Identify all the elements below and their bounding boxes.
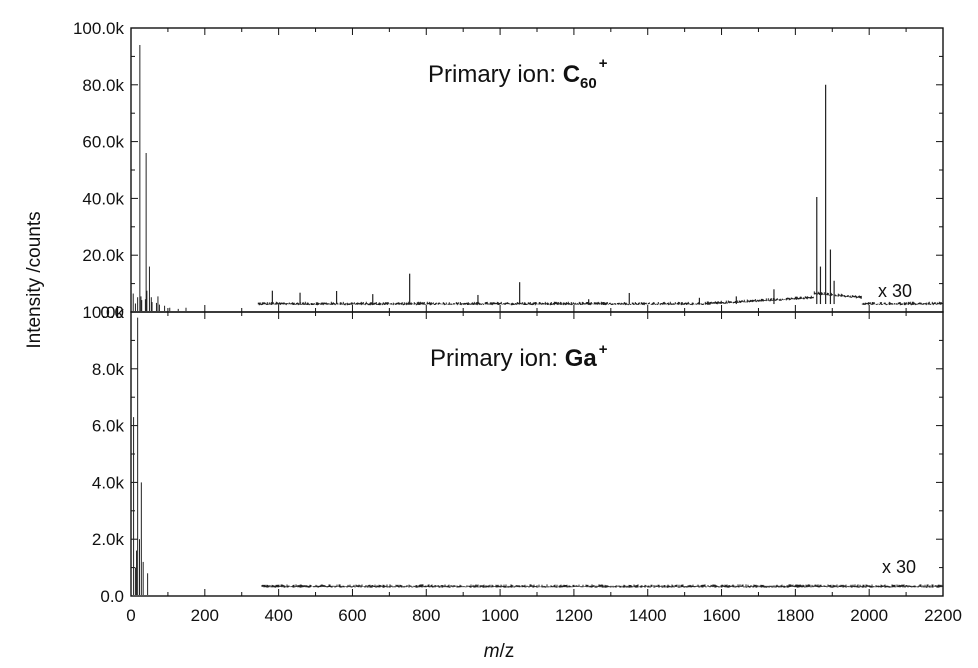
x-tick-label: 400 bbox=[264, 606, 292, 625]
spectrum-baseline bbox=[261, 584, 943, 588]
panel-ga-multiplier: x 30 bbox=[882, 557, 916, 577]
y-tick-label: 8.0k bbox=[92, 360, 125, 379]
panel-c60-multiplier: x 30 bbox=[878, 281, 912, 301]
x-tick-label: 2200 bbox=[924, 606, 962, 625]
x-tick-label: 200 bbox=[191, 606, 219, 625]
panel-ga-title-prefix: Primary ion: bbox=[430, 345, 565, 372]
panel-c60: 0.0 20.0k 40.0k 60.0k 80.0k 100.0k Primary io… bbox=[73, 19, 944, 322]
y-tick-label: 0.0 bbox=[100, 303, 124, 322]
y-tick-label: 6.0k bbox=[92, 417, 125, 436]
y-tick-label: 60.0k bbox=[82, 133, 124, 152]
panel-c60-title-prefix: Primary ion: bbox=[428, 61, 563, 88]
x-tick-label: 2000 bbox=[850, 606, 888, 625]
panel-ga-y-tick-labels: 0.0 2.0k 4.0k 6.0k 8.0k 10.0k bbox=[82, 303, 124, 606]
y-axis-title: Intensity /counts bbox=[24, 211, 45, 348]
y-tick-label: 100.0k bbox=[73, 19, 125, 38]
panel-c60-title-ion: C bbox=[563, 61, 580, 88]
panel-ga-title-ion-sup: + bbox=[599, 341, 608, 358]
x-tick-label: 800 bbox=[412, 606, 440, 625]
x-axis-title-italic: m bbox=[484, 641, 500, 662]
spectrum-baseline bbox=[257, 291, 943, 306]
y-tick-label: 0.0 bbox=[100, 587, 124, 606]
x-tick-label: 600 bbox=[338, 606, 366, 625]
x-axis-title: m/z bbox=[484, 641, 515, 662]
panel-c60-spectrum bbox=[132, 45, 943, 311]
panel-c60-title-ion-sub: 60 bbox=[580, 75, 597, 92]
x-tick-label: 1000 bbox=[481, 606, 519, 625]
y-tick-label: 2.0k bbox=[92, 530, 125, 549]
y-tick-label: 80.0k bbox=[82, 76, 124, 95]
y-tick-label: 40.0k bbox=[82, 189, 124, 208]
panel-ga-title: Primary ion: Ga + bbox=[430, 341, 608, 372]
y-tick-label: 4.0k bbox=[92, 473, 125, 492]
x-tick-label: 1800 bbox=[776, 606, 814, 625]
x-tick-label: 0 bbox=[126, 606, 135, 625]
x-axis-title-rest: /z bbox=[500, 641, 515, 662]
y-tick-label: 10.0k bbox=[82, 303, 124, 322]
panel-ga-frame bbox=[130, 311, 944, 597]
x-tick-labels: 0 200 400 600 800 1000 1200 1400 1600 1800 2000 220… bbox=[126, 606, 962, 625]
x-tick-label: 1200 bbox=[555, 606, 593, 625]
panel-ga: 0.0 2.0k 4.0k 6.0k 8.0k 10.0k Primary ion: Ga… bbox=[82, 303, 944, 606]
x-tick-label: 1400 bbox=[629, 606, 667, 625]
y-tick-label: 20.0k bbox=[82, 246, 124, 265]
panel-ga-title-ion: Ga bbox=[565, 345, 598, 372]
panel-ga-spectrum bbox=[133, 317, 943, 595]
panel-c60-y-tick-labels: 0.0 20.0k 40.0k 60.0k 80.0k 100.0k bbox=[73, 19, 125, 322]
panel-c60-title: Primary ion: C60+ bbox=[428, 55, 608, 92]
x-tick-label: 1600 bbox=[703, 606, 741, 625]
panel-c60-title-ion-sup: + bbox=[599, 55, 608, 72]
